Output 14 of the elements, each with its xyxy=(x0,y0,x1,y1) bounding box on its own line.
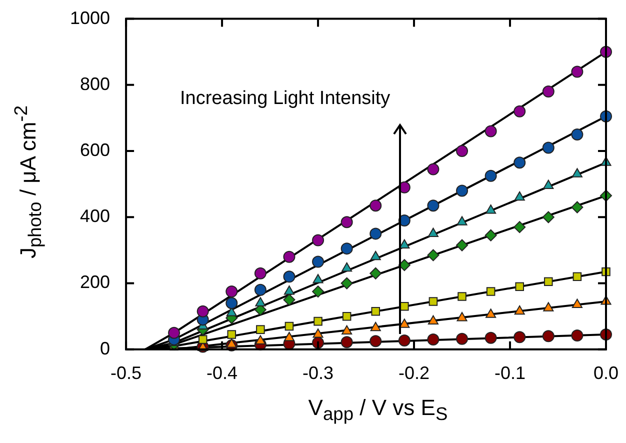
y-tick-label: 800 xyxy=(80,74,110,94)
annotation: Increasing Light Intensity xyxy=(180,88,390,110)
y-tick-label: 200 xyxy=(80,272,110,292)
x-axis-title: V$_{app}$ / V vs E$_{S}$ xyxy=(308,394,448,426)
x-tick-label: -0.3 xyxy=(302,363,334,384)
y-tick-label: 1000 xyxy=(70,8,110,28)
x-tick-label: -0.5 xyxy=(110,363,142,384)
y-tick-label: 400 xyxy=(80,206,110,226)
x-tick-label: 0.0 xyxy=(593,363,619,384)
x-tick-label: -0.4 xyxy=(206,363,238,384)
x-tick-label: -0.2 xyxy=(398,363,430,384)
y-tick-label: 0 xyxy=(100,338,110,358)
x-tick-label: -0.1 xyxy=(494,363,526,384)
y-tick-label: 600 xyxy=(80,140,110,160)
